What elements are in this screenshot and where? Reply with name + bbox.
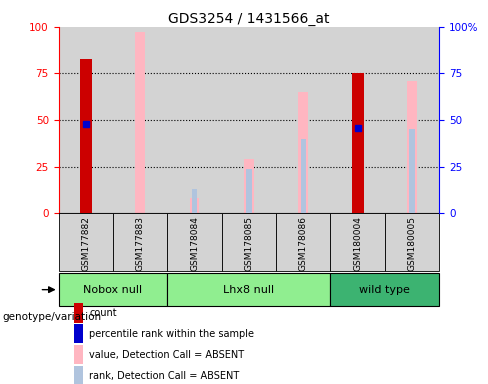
Bar — [167, 27, 222, 213]
Bar — [298, 92, 308, 213]
Bar — [80, 59, 92, 213]
Bar — [330, 27, 385, 213]
Text: Lhx8 null: Lhx8 null — [224, 285, 274, 295]
Text: GSM177882: GSM177882 — [81, 216, 90, 271]
Text: percentile rank within the sample: percentile rank within the sample — [89, 329, 254, 339]
Text: GSM177883: GSM177883 — [136, 216, 144, 271]
Bar — [113, 213, 167, 271]
Bar — [74, 324, 83, 343]
Bar — [190, 199, 200, 213]
Bar — [407, 81, 417, 213]
Bar — [135, 33, 145, 213]
Text: GSM180005: GSM180005 — [407, 216, 417, 271]
Bar — [352, 73, 364, 213]
Bar — [301, 139, 306, 213]
Bar — [276, 213, 330, 271]
Bar — [246, 169, 252, 213]
Text: genotype/variation: genotype/variation — [2, 312, 102, 322]
Bar — [385, 213, 439, 271]
Text: Nobox null: Nobox null — [83, 285, 142, 295]
Bar — [244, 159, 254, 213]
Text: GSM178085: GSM178085 — [244, 216, 253, 271]
Text: wild type: wild type — [359, 285, 410, 295]
Bar — [192, 189, 197, 213]
Bar — [74, 303, 83, 323]
Title: GDS3254 / 1431566_at: GDS3254 / 1431566_at — [168, 12, 329, 26]
Text: value, Detection Call = ABSENT: value, Detection Call = ABSENT — [89, 350, 244, 360]
Text: rank, Detection Call = ABSENT: rank, Detection Call = ABSENT — [89, 371, 239, 381]
Bar — [330, 273, 439, 306]
Bar — [74, 345, 83, 364]
Bar — [167, 213, 222, 271]
Bar — [167, 273, 330, 306]
Bar — [276, 27, 330, 213]
Bar — [59, 27, 113, 213]
Bar — [74, 366, 83, 384]
Bar — [59, 273, 167, 306]
Bar — [59, 213, 113, 271]
Text: count: count — [89, 308, 117, 318]
Bar — [222, 27, 276, 213]
Bar — [385, 27, 439, 213]
Bar — [113, 27, 167, 213]
Text: GSM178084: GSM178084 — [190, 216, 199, 271]
Bar — [409, 129, 415, 213]
Bar — [330, 213, 385, 271]
Text: GSM180004: GSM180004 — [353, 216, 362, 271]
Bar — [222, 213, 276, 271]
Text: GSM178086: GSM178086 — [299, 216, 308, 271]
